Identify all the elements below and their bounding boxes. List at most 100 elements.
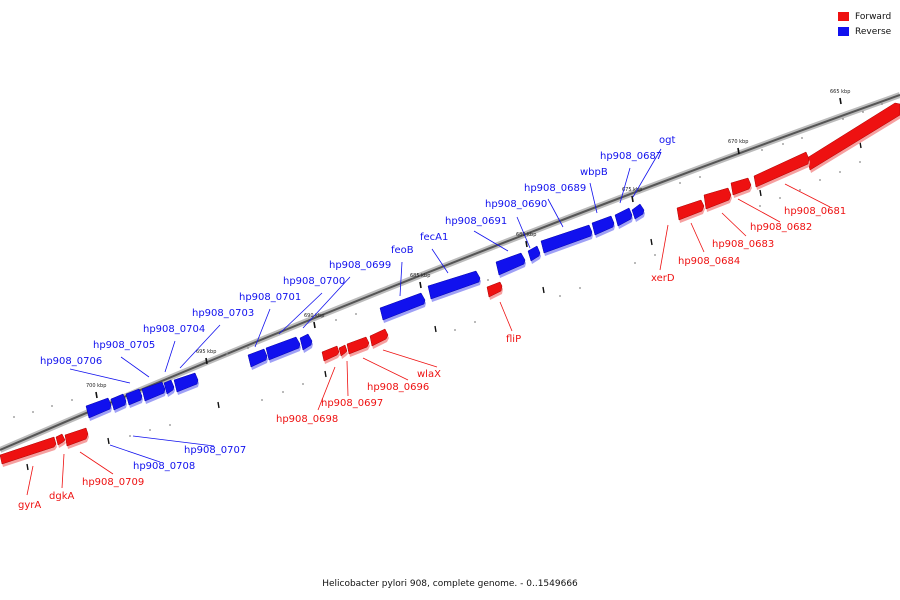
gene-arrow[interactable] — [495, 252, 526, 276]
scale-dot — [759, 205, 761, 207]
gene-arrow[interactable] — [369, 328, 389, 347]
gene-label[interactable]: hp908_0700 — [283, 276, 345, 287]
gene-label[interactable]: xerD — [651, 273, 675, 284]
gene-label[interactable]: hp908_0690 — [485, 199, 547, 210]
gene-hp908_0681[interactable]: hp908_0681 — [784, 102, 900, 217]
gene-label[interactable]: hp908_0698 — [276, 414, 338, 425]
gene-label[interactable]: hp908_0681 — [784, 206, 846, 217]
gene-leader-line — [659, 224, 669, 271]
gene-arrow[interactable] — [110, 393, 127, 411]
gene-label[interactable]: hp908_0699 — [329, 260, 391, 271]
gene-fliP[interactable]: fliP — [486, 281, 521, 345]
gene-arrow[interactable] — [379, 292, 426, 321]
gene-arrow[interactable] — [321, 345, 340, 362]
gene-fecA1[interactable]: fecA1 — [420, 232, 481, 302]
gene-gyrA[interactable]: gyrA — [0, 436, 57, 511]
gene-arrow[interactable] — [173, 372, 199, 393]
gene-hp908_0707[interactable]: hp908_0707 — [110, 393, 246, 456]
gene-arrow[interactable] — [730, 177, 752, 196]
gene-hp908_0683[interactable]: hp908_0683 — [712, 177, 774, 250]
gene-hp908_0699[interactable]: hp908_0699 — [299, 260, 391, 353]
gene-arrow[interactable] — [338, 344, 348, 357]
gene-hp908_0708[interactable]: hp908_0708 — [85, 397, 195, 472]
gene-wbpB[interactable]: wbpB — [580, 167, 615, 238]
gene-arrow[interactable] — [427, 270, 481, 300]
legend-forward[interactable]: Forward — [838, 9, 891, 24]
gene-arrow[interactable] — [64, 427, 89, 447]
gene-ogt[interactable]: ogt — [631, 135, 675, 222]
gene-label[interactable]: wbpB — [580, 167, 608, 178]
gene-arrow[interactable] — [85, 397, 112, 419]
gene-hp908_0682[interactable]: hp908_0682 — [737, 151, 812, 233]
gene-hp908_0706[interactable]: hp908_0706 — [40, 356, 143, 408]
gene-arrow[interactable] — [125, 388, 143, 406]
gene-hp908_0698[interactable]: hp908_0698 — [276, 345, 340, 425]
gene-label[interactable]: hp908_0703 — [192, 308, 254, 319]
gene-label[interactable]: hp908_0691 — [445, 216, 507, 227]
gene-label[interactable]: fecA1 — [420, 232, 448, 243]
gene-label[interactable]: feoB — [391, 245, 414, 256]
gene-arrow[interactable] — [703, 187, 732, 210]
gene-label[interactable]: hp908_0708 — [133, 461, 195, 472]
gene-hp908_0704[interactable]: hp908_0704 — [143, 324, 205, 397]
gene-arrow[interactable] — [55, 433, 66, 446]
gene-hp908_0696[interactable]: hp908_0696 — [346, 336, 429, 393]
gene-arrow[interactable] — [346, 336, 370, 355]
gene-feoB[interactable]: feoB — [379, 245, 426, 323]
gene-label[interactable]: hp908_0709 — [82, 477, 144, 488]
gene-label[interactable]: hp908_0706 — [40, 356, 102, 367]
ruler-tick: 685 kbp — [410, 273, 430, 289]
gene-label[interactable]: fliP — [506, 334, 521, 345]
gene-label[interactable]: wlaX — [417, 369, 441, 380]
gene-hp908_0691[interactable]: hp908_0691 — [445, 216, 526, 278]
gene-arrow[interactable] — [0, 436, 57, 465]
gene-label[interactable]: hp908_0705 — [93, 340, 155, 351]
ruler-tick-label: 695 kbp — [196, 349, 216, 355]
gene-hp908_0690[interactable]: hp908_0690 — [485, 199, 547, 264]
gene-label[interactable]: hp908_0704 — [143, 324, 205, 335]
gene-label[interactable]: gyrA — [18, 500, 41, 511]
gene-hp908_0684[interactable]: hp908_0684 — [678, 187, 740, 267]
gene-hp908_0701[interactable]: hp908_0701 — [239, 292, 301, 370]
gene-xerD[interactable]: xerD — [651, 199, 705, 284]
gene-label[interactable]: hp908_0707 — [184, 445, 246, 456]
gene-hp908_0689[interactable]: hp908_0689 — [524, 183, 593, 256]
scale-dot — [862, 111, 864, 113]
gene-arrow[interactable] — [527, 245, 541, 262]
gene-arrow[interactable] — [631, 203, 645, 220]
gene-label[interactable]: hp908_0689 — [524, 183, 586, 194]
scale-dot — [13, 416, 15, 418]
gene-label[interactable]: hp908_0683 — [712, 239, 774, 250]
gene-label[interactable]: hp908_0696 — [367, 382, 429, 393]
gene-label[interactable]: hp908_0687 — [600, 151, 662, 162]
gene-label[interactable]: hp908_0701 — [239, 292, 301, 303]
gene-label[interactable]: hp908_0697 — [321, 398, 383, 409]
gene-arrow[interactable] — [247, 348, 268, 368]
gene-arrow[interactable] — [265, 336, 301, 361]
gene-hp908_0687[interactable]: hp908_0687 — [600, 151, 662, 229]
gene-arrow[interactable] — [614, 207, 633, 227]
gene-hp908_0705[interactable]: hp908_0705 — [93, 340, 166, 404]
gene-hp908_0703[interactable]: hp908_0703 — [173, 308, 254, 395]
minor-tick — [859, 141, 862, 149]
gene-label[interactable]: ogt — [659, 135, 675, 146]
gene-arrow[interactable] — [806, 102, 900, 171]
gene-arrow[interactable] — [163, 379, 175, 395]
gene-label[interactable]: hp908_0684 — [678, 256, 740, 267]
gene-arrow[interactable] — [540, 224, 593, 254]
gene-wlaX[interactable]: wlaX — [369, 328, 441, 380]
gene-arrow[interactable] — [141, 381, 166, 402]
gene-label[interactable]: hp908_0682 — [750, 222, 812, 233]
gene-dgkA[interactable]: dgkA — [49, 433, 74, 502]
gene-label[interactable]: dgkA — [49, 491, 74, 502]
gene-hp908_0697[interactable]: hp908_0697 — [321, 344, 383, 409]
gene-arrow[interactable] — [753, 151, 810, 188]
gene-arrow[interactable] — [299, 333, 313, 351]
gene-hp908_0709[interactable]: hp908_0709 — [64, 427, 144, 488]
gene-hp908_0700[interactable]: hp908_0700 — [265, 276, 345, 363]
legend-reverse[interactable]: Reverse — [838, 24, 891, 39]
gene-arrow[interactable] — [591, 215, 615, 236]
gene-arrow[interactable] — [486, 281, 503, 298]
gene-arrow[interactable] — [676, 199, 705, 221]
scale-dot — [355, 313, 357, 315]
